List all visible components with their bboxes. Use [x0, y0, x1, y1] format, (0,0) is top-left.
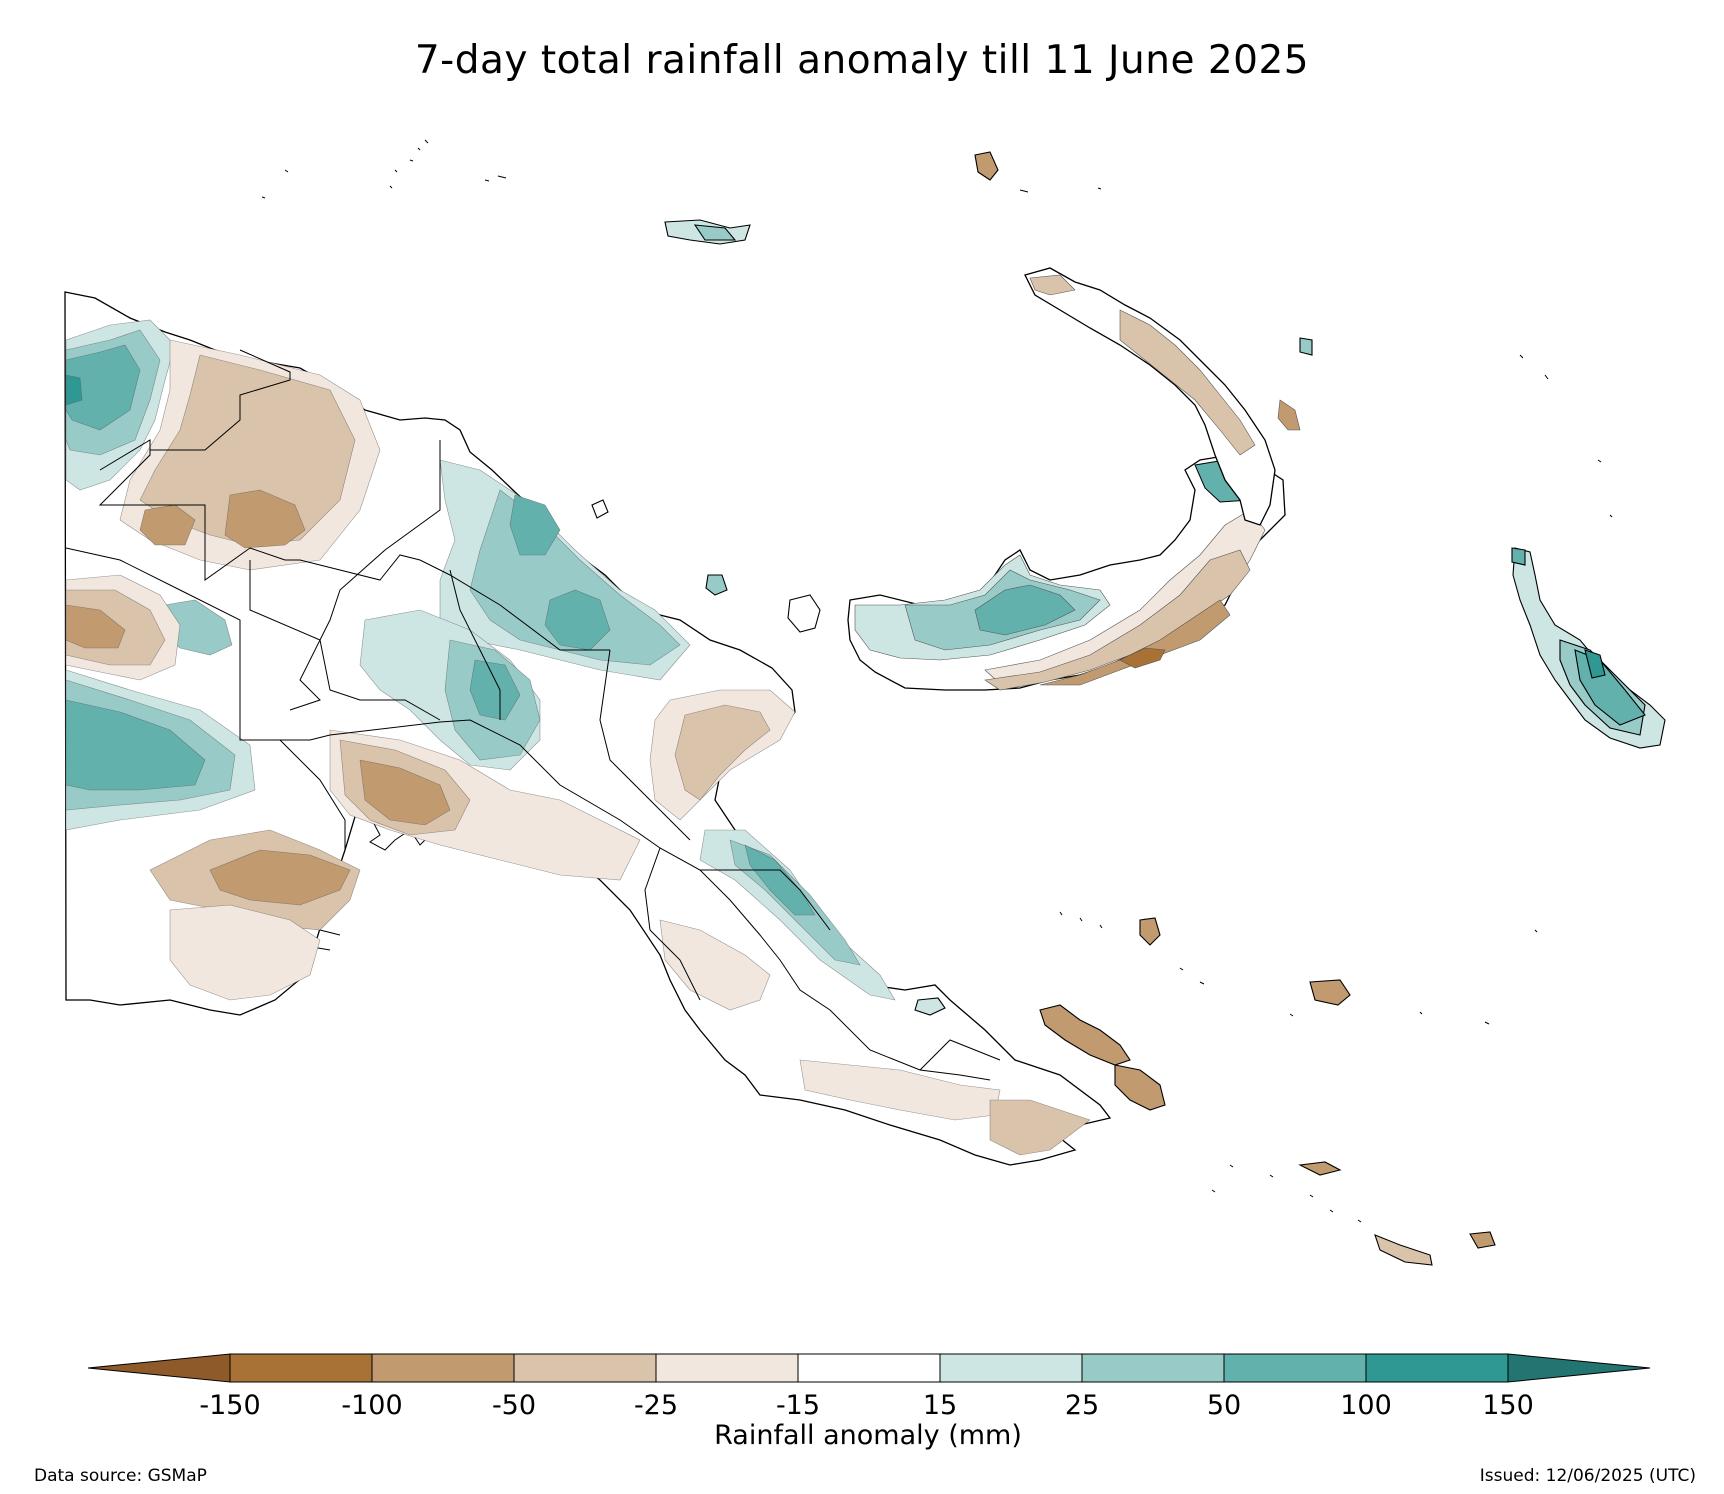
tick-label: -50: [492, 1390, 536, 1421]
tick-label: -150: [199, 1390, 260, 1421]
tick-label: 100: [1340, 1390, 1392, 1421]
island-small-wet: [914, 997, 946, 1016]
colorbar-bin-5: [797, 1353, 941, 1383]
island-long: [787, 594, 821, 633]
tick-label: 150: [1482, 1390, 1534, 1421]
new-ireland-dry: [1029, 274, 1076, 296]
anomaly-highlands-wet-strong: [469, 659, 521, 721]
data-source-note: Data source: GSMaP: [34, 1466, 207, 1486]
colorbar-bin-4: [655, 1353, 799, 1383]
issued-date-note: Issued: 12/06/2025 (UTC): [1479, 1466, 1696, 1486]
bougainville-wet-peak: [1584, 649, 1606, 679]
anomaly-west-dry-strong: [65, 604, 126, 649]
colorbar-bin-9: [1365, 1353, 1509, 1383]
anomaly-gulf-dry-strong: [359, 759, 451, 826]
colorbar-bin-7: [1081, 1353, 1225, 1383]
colorbar-bin-6: [939, 1353, 1083, 1383]
colorbar-bin-1: [229, 1353, 373, 1383]
anomaly-sepik-dry-mid: [139, 354, 356, 546]
province-boundaries: [65, 349, 1001, 1081]
buka-island: [1511, 547, 1526, 566]
island-north-dry: [974, 151, 999, 181]
anomaly-fly-dry-strong: [209, 849, 351, 906]
new-britain-wet-strong: [974, 584, 1076, 636]
anomaly-madang-wet-strong: [509, 494, 561, 556]
colorbar-bin-3: [513, 1353, 657, 1383]
anomaly-south-dry-light: [169, 904, 321, 1001]
new-ireland: [1024, 267, 1301, 526]
tick-label: -15: [776, 1390, 820, 1421]
anomaly-oro-wet-strong: [744, 844, 816, 916]
tick-label: 15: [923, 1390, 957, 1421]
island-kiriwina: [1139, 917, 1161, 946]
colorbar-extend-low: [87, 1353, 231, 1383]
colorbar-ticks: -150 -100 -50 -25 -15 15 25 50 100 150 R…: [199, 1390, 1533, 1451]
manus-island-wet: [693, 224, 737, 241]
island-woodlark: [1309, 979, 1351, 1006]
island-dentrecasteaux: [1114, 1064, 1166, 1111]
tick-label: -100: [341, 1390, 402, 1421]
island-umboi: [591, 499, 609, 519]
anomaly-fills: [65, 319, 1091, 1156]
colorbar-bin-2: [371, 1353, 515, 1383]
island-misima: [1298, 1161, 1342, 1176]
colorbar-bin-8: [1223, 1353, 1367, 1383]
new-britain: [847, 454, 1286, 691]
new-britain-dry-peak: [1119, 647, 1166, 669]
island-ne-small: [1299, 337, 1313, 356]
islets: [261, 139, 1613, 1223]
map-title: 7-day total rainfall anomaly till 11 Jun…: [414, 38, 1310, 83]
anomaly-madang-wet-strong2: [544, 589, 611, 651]
island-rossel: [1469, 1231, 1496, 1249]
anomaly-sepik-dry-strong: [224, 489, 306, 549]
new-ireland-outline: [1024, 267, 1276, 526]
anomaly-milne-dry-mid: [989, 1099, 1091, 1156]
anomaly-nw-wet-peak: [65, 374, 83, 406]
anomaly-west-wet-strong: [65, 699, 206, 791]
tick-label: -25: [634, 1390, 678, 1421]
anomaly-morobe-dry-mid: [674, 704, 771, 801]
colorbar: [87, 1353, 1651, 1383]
island-tagula: [1374, 1234, 1433, 1266]
tick-label: 25: [1065, 1390, 1099, 1421]
island-karkar: [705, 574, 728, 596]
colorbar-extend-high: [1507, 1353, 1651, 1383]
anomaly-central-dry-light: [659, 919, 771, 1011]
islands: [591, 151, 1666, 1266]
new-ireland-dry2: [1119, 309, 1256, 456]
new-britain-dry-mid: [984, 549, 1251, 691]
colorbar-label: Rainfall anomaly (mm): [714, 1420, 1022, 1451]
island-trobriand: [1039, 1004, 1131, 1066]
tick-label: 50: [1207, 1390, 1241, 1421]
new-britain-dry-strong: [1039, 599, 1231, 686]
anomaly-nw-wet-strong: [65, 344, 141, 431]
new-ireland-dry-strong: [1277, 399, 1301, 431]
